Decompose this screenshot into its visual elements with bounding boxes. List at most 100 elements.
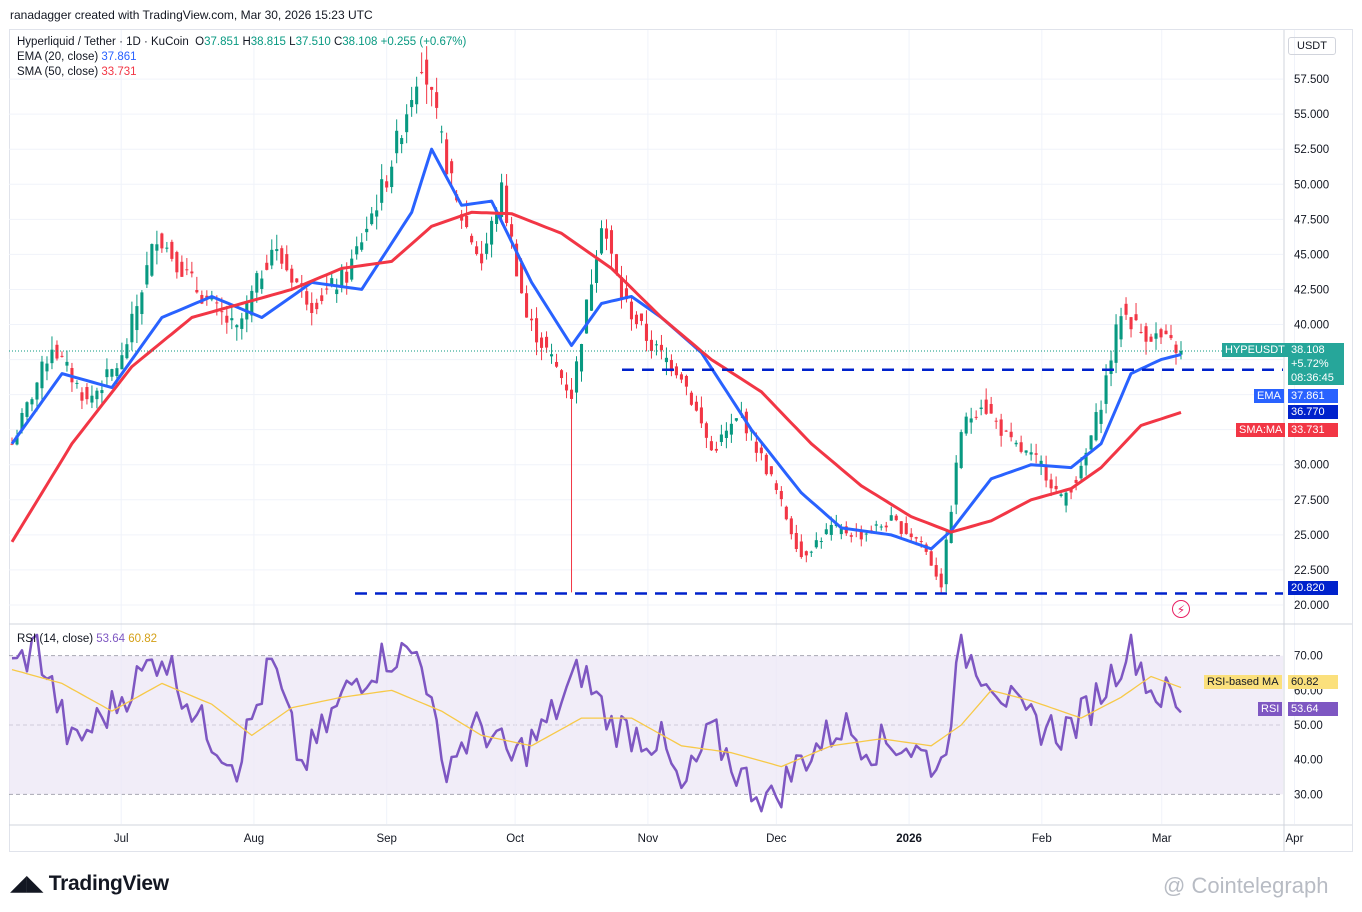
candle-body [1014, 442, 1018, 445]
candle-body [485, 243, 489, 254]
candle-body [135, 306, 139, 331]
candle-body [295, 278, 299, 283]
candle-body [15, 435, 19, 445]
candle-body [165, 247, 169, 249]
candle-body [305, 291, 309, 305]
candle-body [515, 243, 519, 277]
candle-body [480, 253, 484, 264]
open-value: 37.851 [204, 36, 240, 48]
candle-body [879, 526, 883, 528]
sma-row[interactable]: SMA (50, close) 33.731 [17, 65, 466, 80]
candle-body [345, 271, 349, 283]
candle-body [435, 92, 439, 108]
candle-body [1159, 329, 1163, 338]
candle-body [440, 131, 444, 133]
ema-line [10, 147, 1182, 551]
rsi-ma-line [11, 668, 1182, 768]
candle-body [704, 423, 708, 438]
candle-body [100, 390, 104, 394]
close-label: C [333, 36, 343, 48]
ema-legend-value: 37.861 [101, 51, 137, 63]
candle-body [250, 290, 254, 316]
candle-body [140, 292, 144, 315]
candle-body [934, 565, 938, 577]
candle-body [944, 539, 948, 585]
sma-legend-label: SMA (50, close) [17, 66, 99, 78]
candle-body [20, 412, 24, 431]
candle-body [1029, 452, 1033, 455]
candle-body [10, 443, 14, 445]
price-tick-label: 40.000 [1294, 320, 1329, 332]
rsi-legend[interactable]: RSI (14, close) 53.64 60.82 [17, 632, 157, 647]
candle-body [160, 233, 164, 249]
currency-label[interactable]: USDT [1288, 37, 1336, 55]
main-legend: Hyperliquid / Tether · 1D · KuCoin O37.8… [17, 35, 466, 80]
candle-body [415, 86, 419, 105]
candle-body [525, 293, 529, 318]
candle-body [465, 215, 469, 227]
candle-body [1064, 492, 1068, 506]
candle-body [719, 434, 723, 443]
candle-body [90, 395, 94, 403]
candle-body [445, 139, 449, 175]
candle-body [105, 369, 109, 378]
rsi-tick-label: 70.00 [1294, 651, 1323, 663]
open-label: O [195, 36, 205, 48]
overlays [9, 147, 1283, 813]
ema-row[interactable]: EMA (20, close) 37.861 [17, 50, 466, 65]
candle-body [145, 265, 149, 285]
candle-body [969, 418, 973, 423]
candle-body [1119, 316, 1123, 340]
ohlc-row: Hyperliquid / Tether · 1D · KuCoin O37.8… [17, 35, 466, 50]
support-level-tag: 36.770 [1288, 405, 1338, 419]
candle-body [629, 301, 634, 320]
candle-body [724, 430, 728, 439]
candle-body [1019, 442, 1023, 452]
candle-body [40, 361, 44, 389]
candle-body [365, 228, 369, 233]
candle-body [1109, 360, 1113, 374]
candle-body [1084, 452, 1088, 466]
rsi-ma-value-tag: 60.82 [1288, 675, 1338, 689]
time-tick-label: Oct [506, 833, 525, 845]
candle-body [864, 533, 868, 535]
candle-body [564, 384, 569, 391]
candle-body [1054, 485, 1058, 490]
candle-body [290, 268, 294, 283]
candle-body [814, 540, 818, 548]
candle-body [1004, 430, 1008, 432]
candle-body [55, 344, 59, 359]
candle-body [260, 278, 264, 289]
candle-body [604, 228, 609, 239]
candle-body [420, 72, 424, 74]
time-tick-label: Aug [244, 833, 264, 845]
candle-body [779, 491, 783, 500]
candle-body [460, 214, 464, 221]
candle-body [395, 130, 399, 154]
ema-legend-label: EMA (20, close) [17, 51, 99, 63]
candle-body [215, 302, 219, 304]
candle-body [984, 399, 988, 414]
symbol-label[interactable]: Hyperliquid / Tether · 1D · KuCoin [17, 36, 189, 48]
candle-body [180, 261, 184, 277]
candle-body [754, 441, 758, 453]
candle-body [430, 86, 434, 90]
candle-body [380, 179, 384, 203]
candle-body [599, 228, 604, 254]
candle-body [1169, 335, 1173, 339]
flash-icon[interactable]: ⚡ [1172, 600, 1190, 618]
candle-body [490, 220, 494, 245]
tradingview-logo[interactable]: ◢◣ TradingView [10, 870, 169, 895]
rsi-line [11, 633, 1182, 813]
last-price-pct: +5.72% [1291, 358, 1329, 370]
candle-body [120, 355, 124, 370]
candle-body [684, 375, 688, 387]
candle-body [360, 242, 364, 250]
candle-body [1139, 331, 1143, 333]
candle-body [85, 387, 89, 400]
candle-body [545, 336, 549, 348]
price-tick-label: 20.000 [1294, 600, 1329, 612]
candle-body [799, 541, 803, 558]
sma-line [10, 210, 1182, 543]
